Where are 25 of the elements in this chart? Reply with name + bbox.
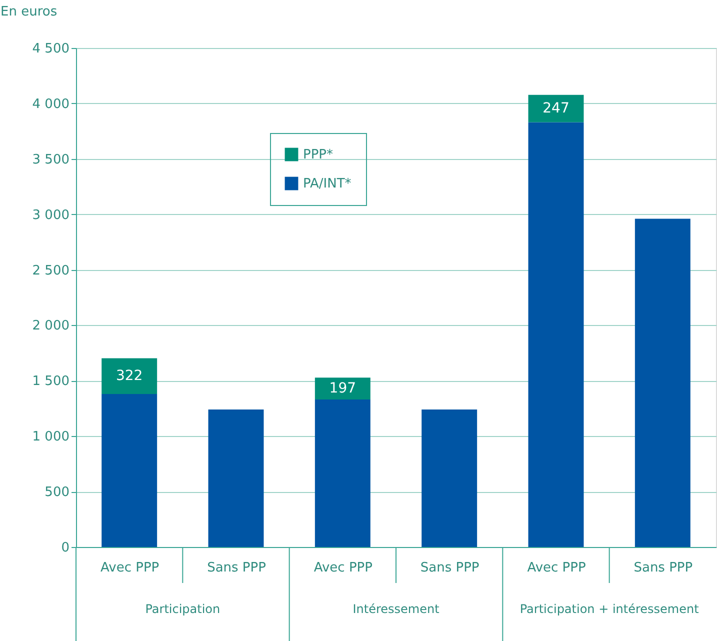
x-tick-label: Avec PPP: [100, 560, 160, 576]
y-tick-label: 3 500: [32, 152, 70, 168]
text: Intéressement: [352, 602, 440, 616]
y-tick-label: 4 000: [32, 96, 70, 112]
x-tick-label: Sans PPP: [207, 560, 266, 576]
y-tick-label: 2 500: [32, 263, 70, 278]
y-tick-label: 1 000: [32, 430, 70, 445]
y-tick-label: 2 000: [32, 318, 70, 334]
y-tick-label: 1 500: [32, 374, 70, 390]
legend-label: PA/INT*: [303, 176, 352, 192]
legend-label: PPP*: [303, 148, 334, 162]
y-tick-label: 4 500: [32, 42, 70, 56]
y-tick-label: 0: [61, 540, 70, 556]
text: Participation: [145, 602, 220, 616]
y-axis-title: En euros: [0, 4, 58, 20]
data-label: 322: [116, 368, 143, 384]
y-tick-label: 500: [44, 485, 70, 500]
x-tick-label: Sans PPP: [634, 560, 693, 576]
x-tick-label: Sans PPP: [420, 560, 480, 576]
x-tick-label: Avec PPP: [527, 560, 586, 576]
text: Participation + intéressement: [520, 602, 700, 616]
y-tick-label: 3 000: [32, 208, 70, 223]
data-label: 247: [542, 100, 570, 117]
x-tick-label: Avec PPP: [314, 560, 373, 576]
data-label: 197: [329, 380, 356, 397]
